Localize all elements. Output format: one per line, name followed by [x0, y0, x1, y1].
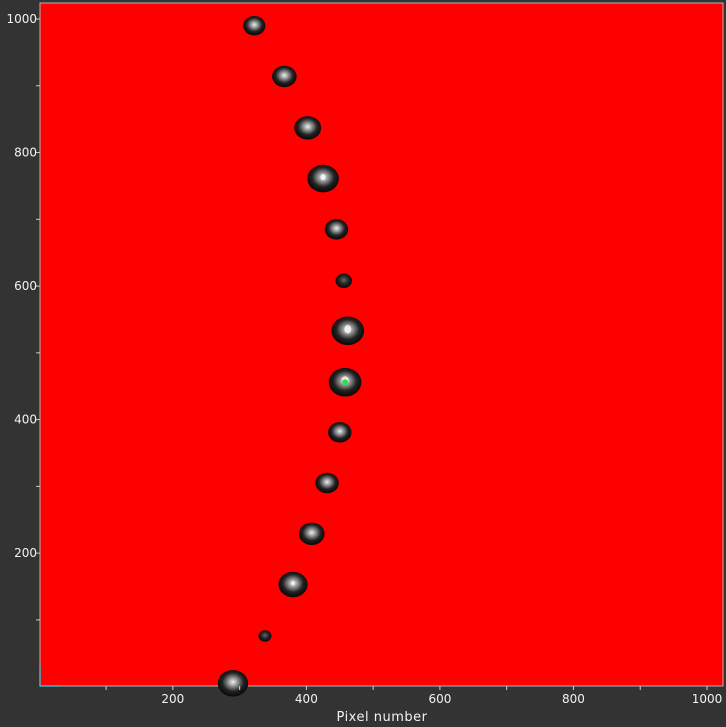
- y-tick-label: 800: [14, 146, 37, 160]
- spot-body: [217, 670, 249, 697]
- spot-body: [258, 630, 272, 642]
- spot-point: [217, 670, 249, 697]
- spot-point: [328, 367, 362, 397]
- spot-body: [315, 472, 339, 494]
- spot-point: [243, 15, 266, 36]
- plot-area: [39, 2, 724, 687]
- spot-point: [298, 522, 325, 546]
- y-tick-label: 200: [14, 546, 37, 560]
- spot-core: [344, 325, 352, 334]
- spot-point: [324, 219, 349, 240]
- spot-point: [278, 571, 308, 598]
- spot-core: [320, 173, 326, 181]
- y-tick-label: 1000: [6, 12, 37, 26]
- spot-peak-marker: [342, 379, 349, 386]
- spot-body: [272, 65, 297, 88]
- spot-body: [298, 522, 325, 546]
- spot-point: [335, 273, 353, 288]
- spot-body: [328, 422, 352, 443]
- y-tick-label: 400: [14, 413, 37, 427]
- spot-body: [335, 273, 353, 288]
- x-tick-label: 1000: [692, 692, 723, 706]
- x-tick-label: 800: [562, 692, 585, 706]
- spot-point: [328, 422, 352, 443]
- x-tick-label: 200: [161, 692, 184, 706]
- y-tick-label: 600: [14, 279, 37, 293]
- spots-layer: [217, 15, 365, 697]
- x-axis: 200 400 600 800 1000: [105, 686, 723, 706]
- x-tick-label: 400: [295, 692, 318, 706]
- spot-body: [324, 219, 349, 240]
- y-axis: 200 400 600 800 1000: [6, 12, 40, 621]
- spot-body: [243, 15, 266, 36]
- spot-point: [294, 116, 322, 140]
- spot-point: [331, 316, 365, 346]
- spot-core: [291, 580, 295, 586]
- x-tick-label: 600: [428, 692, 451, 706]
- spot-point: [272, 65, 297, 88]
- spot-body: [294, 116, 322, 140]
- spot-point: [315, 472, 339, 494]
- spot-point: [258, 630, 272, 642]
- spot-point: [307, 164, 339, 193]
- x-axis-title: Pixel number: [337, 710, 428, 725]
